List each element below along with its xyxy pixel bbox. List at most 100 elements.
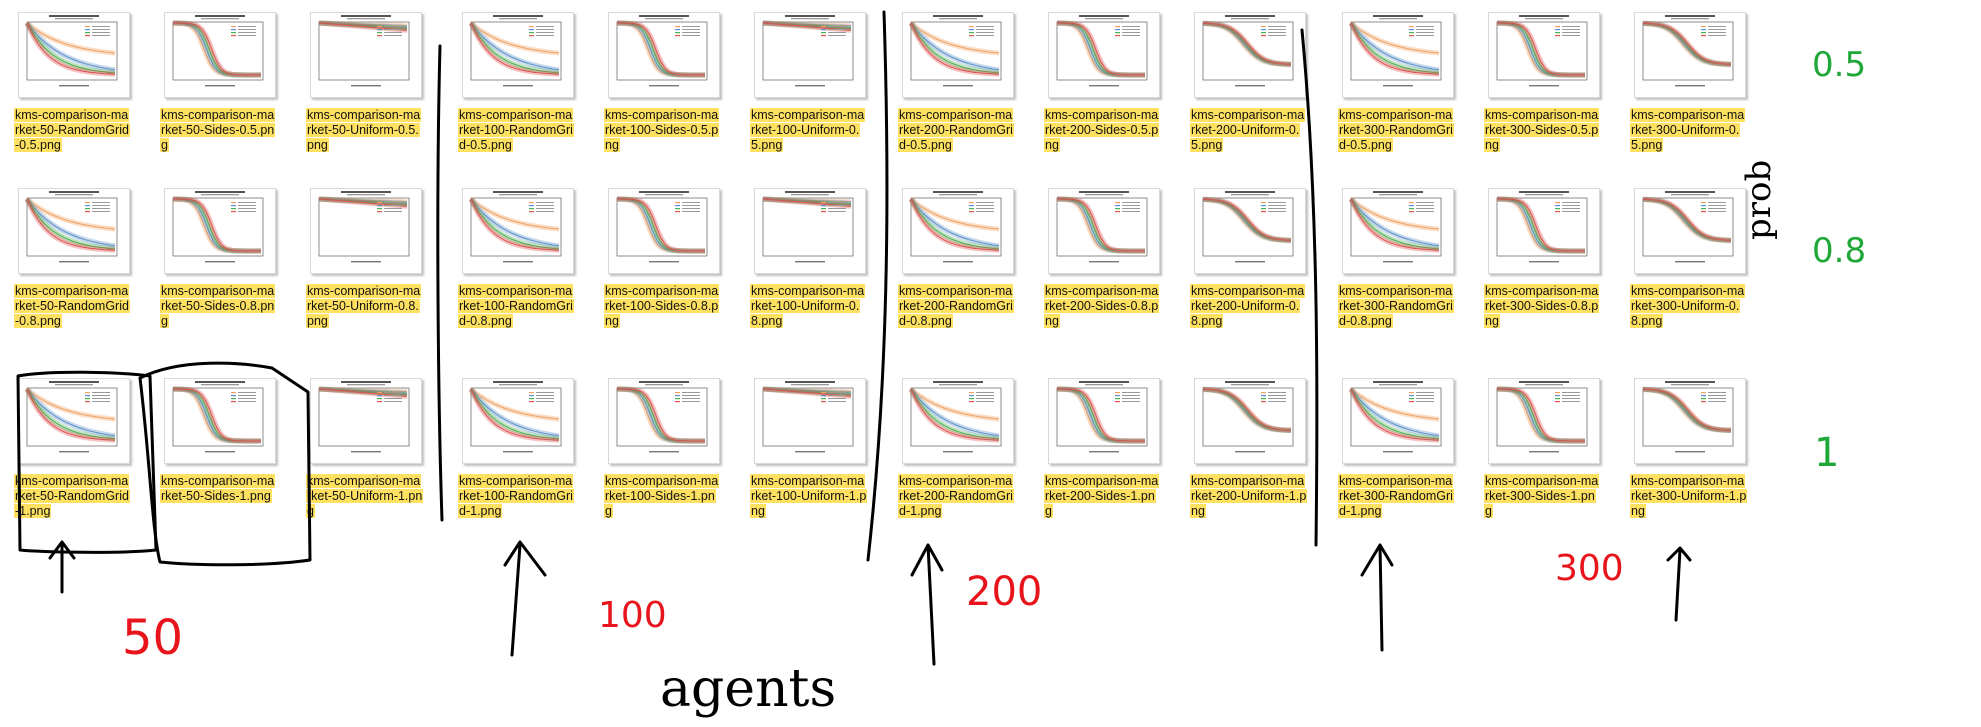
file-thumbnail[interactable]	[1634, 12, 1746, 98]
file-name-text: kms-comparison-market-300-RandomGrid-0.8…	[1338, 284, 1454, 328]
file-name-text: kms-comparison-market-50-RandomGrid-1.pn…	[14, 474, 130, 518]
file-name-text: kms-comparison-market-200-Uniform-0.5.pn…	[1190, 108, 1306, 152]
file-name-label: kms-comparison-market-50-Uniform-0.8.png	[306, 284, 424, 329]
file-name-label: kms-comparison-market-100-Uniform-0.5.pn…	[750, 108, 868, 153]
file-name-text: kms-comparison-market-200-Sides-1.png	[1044, 474, 1160, 518]
file-name-text: kms-comparison-market-200-Sides-0.8.png	[1044, 284, 1160, 328]
separator-line-1	[436, 44, 444, 522]
file-name-label: kms-comparison-market-300-Sides-1.png	[1484, 474, 1602, 519]
arrow-100	[503, 540, 547, 657]
file-name-label: kms-comparison-market-50-Uniform-0.5.png	[306, 108, 424, 153]
file-thumbnail[interactable]	[1488, 378, 1600, 464]
file-thumbnail[interactable]	[462, 378, 574, 464]
file-thumbnail[interactable]	[1194, 188, 1306, 274]
file-name-text: kms-comparison-market-100-Uniform-0.8.pn…	[750, 284, 866, 328]
file-name-text: kms-comparison-market-300-Uniform-0.5.pn…	[1630, 108, 1746, 152]
file-thumbnail[interactable]	[902, 188, 1014, 274]
file-name-text: kms-comparison-market-100-Sides-0.5.png	[604, 108, 720, 152]
file-name-text: kms-comparison-market-200-RandomGrid-0.5…	[898, 108, 1014, 152]
file-thumbnail[interactable]	[18, 188, 130, 274]
file-thumbnail[interactable]	[18, 12, 130, 98]
file-name-text: kms-comparison-market-300-Sides-0.8.png	[1484, 284, 1600, 328]
file-name-text: kms-comparison-market-300-Sides-1.png	[1484, 474, 1600, 518]
file-thumbnail[interactable]	[1488, 12, 1600, 98]
file-thumbnail[interactable]	[1194, 378, 1306, 464]
file-thumbnail[interactable]	[1634, 188, 1746, 274]
file-thumbnail[interactable]	[1048, 188, 1160, 274]
file-thumbnail[interactable]	[1342, 12, 1454, 98]
file-thumbnail[interactable]	[1342, 188, 1454, 274]
file-name-label: kms-comparison-market-50-Uniform-1.png	[306, 474, 424, 519]
file-name-label: kms-comparison-market-50-RandomGrid-1.pn…	[14, 474, 132, 519]
file-name-label: kms-comparison-market-200-Sides-0.5.png	[1044, 108, 1162, 153]
file-thumbnail[interactable]	[1342, 378, 1454, 464]
file-thumbnail[interactable]	[164, 378, 276, 464]
file-thumbnail[interactable]	[462, 12, 574, 98]
file-thumbnail[interactable]	[1634, 378, 1746, 464]
file-name-label: kms-comparison-market-100-Uniform-1.png	[750, 474, 868, 519]
file-name-text: kms-comparison-market-200-RandomGrid-1.p…	[898, 474, 1014, 518]
file-name-label: kms-comparison-market-100-RandomGrid-1.p…	[458, 474, 576, 519]
file-name-label: kms-comparison-market-200-RandomGrid-0.5…	[898, 108, 1016, 153]
file-name-text: kms-comparison-market-200-RandomGrid-0.8…	[898, 284, 1014, 328]
file-name-label: kms-comparison-market-50-RandomGrid-0.5.…	[14, 108, 132, 153]
file-name-label: kms-comparison-market-300-Sides-0.8.png	[1484, 284, 1602, 329]
file-name-text: kms-comparison-market-100-RandomGrid-0.8…	[458, 284, 574, 328]
file-name-text: kms-comparison-market-100-RandomGrid-1.p…	[458, 474, 574, 518]
file-thumbnail[interactable]	[310, 12, 422, 98]
file-name-text: kms-comparison-market-300-RandomGrid-0.5…	[1338, 108, 1454, 152]
file-thumbnail[interactable]	[754, 378, 866, 464]
file-thumbnail[interactable]	[310, 378, 422, 464]
file-name-text: kms-comparison-market-50-Sides-0.8.png	[160, 284, 276, 328]
file-name-label: kms-comparison-market-100-RandomGrid-0.5…	[458, 108, 576, 153]
file-thumbnail[interactable]	[462, 188, 574, 274]
file-name-text: kms-comparison-market-100-RandomGrid-0.5…	[458, 108, 574, 152]
file-thumbnail[interactable]	[310, 188, 422, 274]
col-label-300: 300	[1555, 548, 1624, 589]
file-name-text: kms-comparison-market-50-Uniform-0.5.png	[306, 108, 422, 152]
file-name-label: kms-comparison-market-50-Sides-0.8.png	[160, 284, 278, 329]
col-label-50: 50	[122, 610, 183, 666]
file-name-text: kms-comparison-market-300-Uniform-0.8.pn…	[1630, 284, 1746, 328]
file-thumbnail[interactable]	[902, 12, 1014, 98]
file-thumbnail[interactable]	[1194, 12, 1306, 98]
file-name-label: kms-comparison-market-100-Sides-0.5.png	[604, 108, 722, 153]
file-name-text: kms-comparison-market-300-Uniform-1.png	[1630, 474, 1748, 518]
file-thumbnail[interactable]	[608, 188, 720, 274]
file-name-label: kms-comparison-market-300-RandomGrid-0.8…	[1338, 284, 1456, 329]
file-thumbnail[interactable]	[754, 188, 866, 274]
file-thumbnail[interactable]	[608, 378, 720, 464]
file-name-label: kms-comparison-market-200-Uniform-0.5.pn…	[1190, 108, 1308, 153]
file-name-label: kms-comparison-market-300-Sides-0.5.png	[1484, 108, 1602, 153]
file-thumbnail[interactable]	[1048, 378, 1160, 464]
file-name-text: kms-comparison-market-100-Sides-1.png	[604, 474, 720, 518]
file-name-text: kms-comparison-market-300-Sides-0.5.png	[1484, 108, 1600, 152]
file-thumbnail[interactable]	[1048, 12, 1160, 98]
file-name-label: kms-comparison-market-200-Uniform-1.png	[1190, 474, 1308, 519]
arrow-300-alt	[1666, 546, 1692, 622]
file-thumbnail[interactable]	[754, 12, 866, 98]
file-thumbnail[interactable]	[164, 188, 276, 274]
file-name-label: kms-comparison-market-300-Uniform-0.8.pn…	[1630, 284, 1748, 329]
file-name-label: kms-comparison-market-50-Sides-1.png	[160, 474, 278, 504]
file-name-label: kms-comparison-market-300-RandomGrid-1.p…	[1338, 474, 1456, 519]
arrow-200	[910, 543, 944, 666]
file-name-text: kms-comparison-market-50-RandomGrid-0.8.…	[14, 284, 130, 328]
file-name-label: kms-comparison-market-100-Sides-1.png	[604, 474, 722, 519]
file-name-label: kms-comparison-market-200-Sides-0.8.png	[1044, 284, 1162, 329]
file-name-text: kms-comparison-market-100-Sides-0.8.png	[604, 284, 720, 328]
row-label-0.8: 0.8	[1812, 231, 1866, 271]
file-thumbnail[interactable]	[164, 12, 276, 98]
file-name-label: kms-comparison-market-100-Sides-0.8.png	[604, 284, 722, 329]
file-name-label: kms-comparison-market-200-Sides-1.png	[1044, 474, 1162, 519]
file-thumbnail[interactable]	[18, 378, 130, 464]
file-name-label: kms-comparison-market-300-Uniform-0.5.pn…	[1630, 108, 1748, 153]
agents-handwriting: agents	[660, 659, 836, 719]
file-name-label: kms-comparison-market-50-RandomGrid-0.8.…	[14, 284, 132, 329]
file-name-label: kms-comparison-market-200-RandomGrid-0.8…	[898, 284, 1016, 329]
row-label-0.5: 0.5	[1812, 45, 1866, 85]
file-thumbnail[interactable]	[608, 12, 720, 98]
file-thumbnail[interactable]	[1488, 188, 1600, 274]
arrow-50	[48, 540, 76, 594]
file-thumbnail[interactable]	[902, 378, 1014, 464]
